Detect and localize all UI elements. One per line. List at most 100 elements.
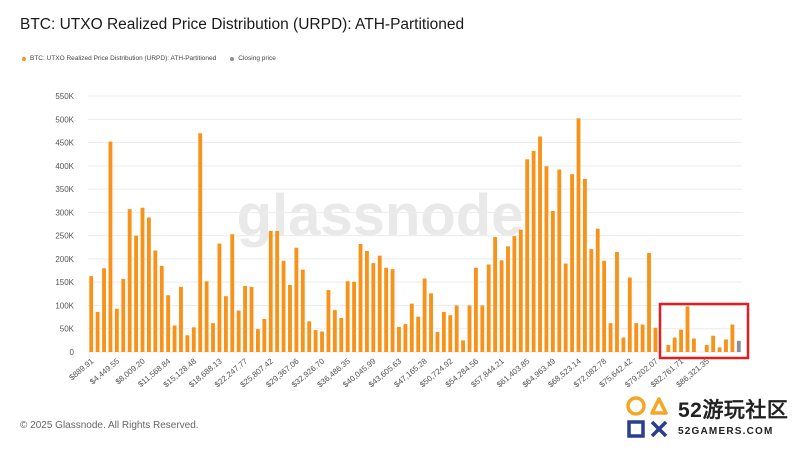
bar <box>364 251 369 352</box>
y-tick-label: 150K <box>55 278 74 287</box>
legend-item-closing-price[interactable]: Closing price <box>230 55 276 62</box>
bar <box>416 316 421 352</box>
legend-item-urpd[interactable]: BTC: UTXO Realized Price Distribution (U… <box>22 55 216 62</box>
bar <box>223 296 228 352</box>
bar <box>95 311 100 352</box>
logo-text-cn: 52游玩社区 <box>678 399 789 422</box>
bar <box>647 252 651 352</box>
legend-swatch-urpd <box>22 56 26 61</box>
bar <box>435 331 440 352</box>
bar <box>711 335 716 352</box>
bar <box>704 345 709 352</box>
bar <box>595 228 600 352</box>
bar <box>531 150 536 352</box>
bar <box>480 305 485 352</box>
bar <box>518 229 523 352</box>
bar <box>550 210 555 352</box>
bar <box>121 278 126 352</box>
bar <box>185 335 190 352</box>
bar <box>198 133 203 352</box>
bar <box>313 330 318 352</box>
bar <box>448 315 453 352</box>
bar <box>288 284 292 352</box>
bar <box>108 141 113 352</box>
bar <box>512 236 517 352</box>
logo-icon <box>624 394 674 442</box>
y-tick-label: 550K <box>55 92 74 101</box>
bar <box>672 337 677 352</box>
bar <box>422 278 427 352</box>
bar <box>275 230 280 352</box>
bar <box>217 243 222 352</box>
bar <box>454 305 459 352</box>
legend-swatch-closing-price <box>230 56 235 61</box>
bar <box>441 311 446 352</box>
bar <box>159 265 164 352</box>
bar <box>339 318 344 352</box>
bar <box>384 267 389 352</box>
bar <box>390 269 395 352</box>
bar <box>179 286 183 352</box>
bar <box>461 340 466 352</box>
bar <box>679 329 684 352</box>
bar <box>691 338 696 352</box>
y-tick-label: 0 <box>70 348 75 357</box>
site-logo[interactable]: 52游玩社区 52GAMERS.COM <box>622 392 794 444</box>
bar <box>493 237 498 352</box>
y-tick-label: 300K <box>55 208 74 217</box>
bar <box>352 281 357 352</box>
bar <box>557 169 562 352</box>
bar <box>576 118 581 352</box>
bar <box>615 251 619 352</box>
copyright-footer: © 2025 Glassnode. All Rights Reserved. <box>20 420 199 431</box>
bar <box>538 136 542 352</box>
logo-text-en: 52GAMERS.COM <box>678 426 774 437</box>
bar <box>570 174 575 352</box>
bar <box>172 325 177 352</box>
bar <box>243 285 248 352</box>
bar <box>326 290 331 352</box>
bar <box>268 230 273 352</box>
bar <box>634 323 639 352</box>
y-tick-label: 200K <box>55 255 74 264</box>
bar <box>582 178 587 352</box>
y-tick-label: 400K <box>55 162 74 171</box>
bar <box>377 255 382 352</box>
chart-legend[interactable]: BTC: UTXO Realized Price Distribution (U… <box>22 55 290 62</box>
legend-label-closing-price: Closing price <box>238 55 276 62</box>
bar <box>724 339 728 352</box>
y-tick-label: 250K <box>55 232 74 241</box>
bar <box>685 306 690 352</box>
bar <box>627 277 632 352</box>
bar <box>204 281 209 352</box>
bar <box>89 276 94 352</box>
bar <box>140 207 145 352</box>
bar <box>262 318 267 352</box>
bar <box>371 263 376 352</box>
bar <box>544 166 549 352</box>
bar <box>332 310 337 352</box>
bar <box>730 324 735 352</box>
bar <box>345 281 350 352</box>
bar <box>589 249 594 352</box>
bar <box>114 308 119 352</box>
bar <box>563 263 568 352</box>
closing-price-bar <box>736 340 741 352</box>
bar <box>134 235 139 352</box>
bar <box>621 337 626 352</box>
legend-label-urpd: BTC: UTXO Realized Price Distribution (U… <box>30 55 217 62</box>
y-tick-label: 50K <box>60 325 75 334</box>
bar <box>358 244 363 352</box>
bar <box>255 329 260 352</box>
bar <box>467 305 472 352</box>
bar <box>146 217 151 352</box>
bar <box>429 293 433 352</box>
bar <box>191 327 196 352</box>
bar <box>397 326 401 352</box>
bar <box>166 295 171 352</box>
bar <box>525 159 530 352</box>
bar <box>127 209 132 352</box>
bar <box>409 303 414 352</box>
watermark: glassnode <box>237 183 524 248</box>
